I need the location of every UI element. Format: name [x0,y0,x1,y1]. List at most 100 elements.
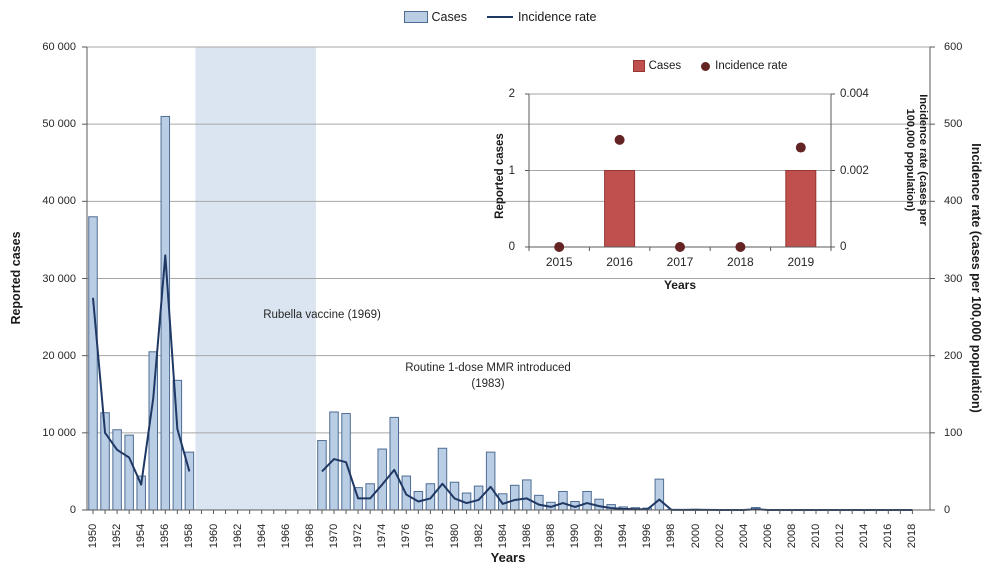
y-left-label-0: 0 [69,504,76,516]
inset-incidence-dot-2017 [675,242,685,252]
inset-y-left-label-0: 0 [508,241,515,253]
inset-y-right-label-0: 0 [840,241,847,253]
main-x-title: Years [490,550,526,565]
main-legend: Cases Incidence rate [0,8,1000,26]
x-tick-label-1990: 1990 [569,523,581,549]
main-plot-area [82,46,935,514]
main-legend-rate-item: Incidence rate [486,10,597,24]
y-right-label-0: 0 [944,504,951,516]
annotation-rubella-vaccine: Rubella vaccine (1969) [263,309,381,321]
cases-bar-1997 [654,478,665,511]
y-right-label-100: 100 [944,426,963,439]
x-tick-label-2018: 2018 [906,523,919,549]
inset-y-right-title-line1: Incidence rate (cases per [917,94,929,226]
inset-incidence-dot-2016 [614,134,625,145]
y-right-label-300: 300 [944,272,963,285]
x-tick-label-1950: 1950 [87,523,99,549]
inset-incidence-dot-2015 [554,242,565,252]
inset-legend: Cases Incidence rate [530,58,890,74]
x-tick-label-1954: 1954 [135,523,148,549]
x-tick-label-1960: 1960 [207,523,220,549]
y-left-label-50 000: 50 000 [42,118,76,131]
x-tick-label-1968: 1968 [303,523,316,549]
y-right-label-200: 200 [944,349,963,362]
x-tick-label-2006: 2006 [761,523,774,549]
x-tick-label-1964: 1964 [255,523,268,549]
x-tick-label-1980: 1980 [448,523,461,549]
x-tick-label-1994: 1994 [617,523,630,549]
x-tick-label-2002: 2002 [713,523,726,549]
cases-bar-1955 [148,351,158,511]
cases-legend-label: Cases [431,10,467,24]
inset-y-left-label-1: 1 [508,164,515,177]
inset-x-label-2018: 2018 [727,255,754,269]
cases-bar-1973 [365,483,375,511]
x-tick-label-1966: 1966 [279,523,292,549]
y-right-label-600: 600 [944,41,963,53]
cases-bar-1983 [485,451,496,511]
incidence-legend-label: Incidence rate [517,10,597,24]
x-tick-label-2016: 2016 [882,523,895,549]
annotation-mmr-line2: (1983) [471,378,505,390]
x-tick-label-2000: 2000 [689,523,702,549]
x-tick-label-1956: 1956 [159,523,172,549]
cases-bar-1979 [437,447,448,511]
y-left-label-60 000: 60 000 [42,41,76,53]
x-tick-label-1972: 1972 [352,523,365,549]
x-tick-label-1998: 1998 [665,523,678,549]
cases-bar-1986 [522,479,532,511]
x-tick-label-1962: 1962 [231,523,244,549]
cases-bar-1956 [160,115,171,511]
cases-bar-1989 [558,490,568,511]
x-tick-label-1988: 1988 [544,523,557,549]
x-tick-label-1952: 1952 [111,523,124,549]
inset-cases-bar-2019 [785,170,817,248]
x-tick-label-1978: 1978 [424,523,437,549]
x-tick-label-2004: 2004 [737,523,750,549]
y-left-label-40 000: 40 000 [42,195,76,208]
inset-y-right-label-0.002: 0.002 [840,164,869,177]
x-tick-label-1958: 1958 [183,523,196,549]
inset-x-label-2017: 2017 [666,255,694,269]
inset-cases-bar-2016 [604,170,636,248]
inset-incidence-dot-2019 [795,142,806,153]
cases-bar-1952 [112,429,122,511]
y-right-label-400: 400 [944,195,963,208]
incidence-line-segment [92,254,191,486]
x-tick-label-1986: 1986 [520,523,533,549]
x-tick-label-2010: 2010 [810,523,822,549]
cases-bar-1985 [510,484,520,511]
x-tick-label-2008: 2008 [785,523,798,549]
inset-cases-swatch-icon [632,60,645,72]
y-left-label-10 000: 10 000 [42,426,76,439]
cases-bar-1969 [317,440,327,511]
inset-incidence-dot-2018 [735,242,746,252]
inset-incidence-dot-icon [701,61,711,71]
x-tick-label-2012: 2012 [834,523,847,549]
inset-x-label-2016: 2016 [606,255,633,269]
inset-y-left-label-2: 2 [508,88,515,100]
cases-bar-1950 [88,216,98,511]
annotation-mmr-introduced: Routine 1-dose MMR introduced (1983) [383,360,593,392]
x-tick-label-1984: 1984 [496,523,509,549]
inset-cases-legend-label: Cases [648,60,682,72]
y-right-label-500: 500 [944,118,963,131]
x-tick-label-1992: 1992 [593,523,606,549]
y-left-label-20 000: 20 000 [42,349,76,362]
inset-plot-area [525,93,835,252]
inset-y-right-label-0.004: 0.004 [840,88,869,100]
cases-bar-1975 [389,416,399,511]
x-tick-label-1982: 1982 [472,523,485,549]
x-tick-label-2014: 2014 [858,523,871,549]
y-left-label-30 000: 30 000 [42,272,76,285]
main-legend-cases-item: Cases [403,10,467,24]
inset-x-label-2015: 2015 [545,255,573,269]
inset-incidence-legend-label: Incidence rate [715,60,788,72]
inset-legend-cases-item: Cases [632,60,682,72]
x-tick-label-1976: 1976 [400,523,413,549]
inset-x-title: Years [663,278,697,292]
annotation-mmr-line1: Routine 1-dose MMR introduced [405,362,571,374]
incidence-line-swatch-icon [486,16,513,18]
cases-bar-1953 [124,434,134,511]
